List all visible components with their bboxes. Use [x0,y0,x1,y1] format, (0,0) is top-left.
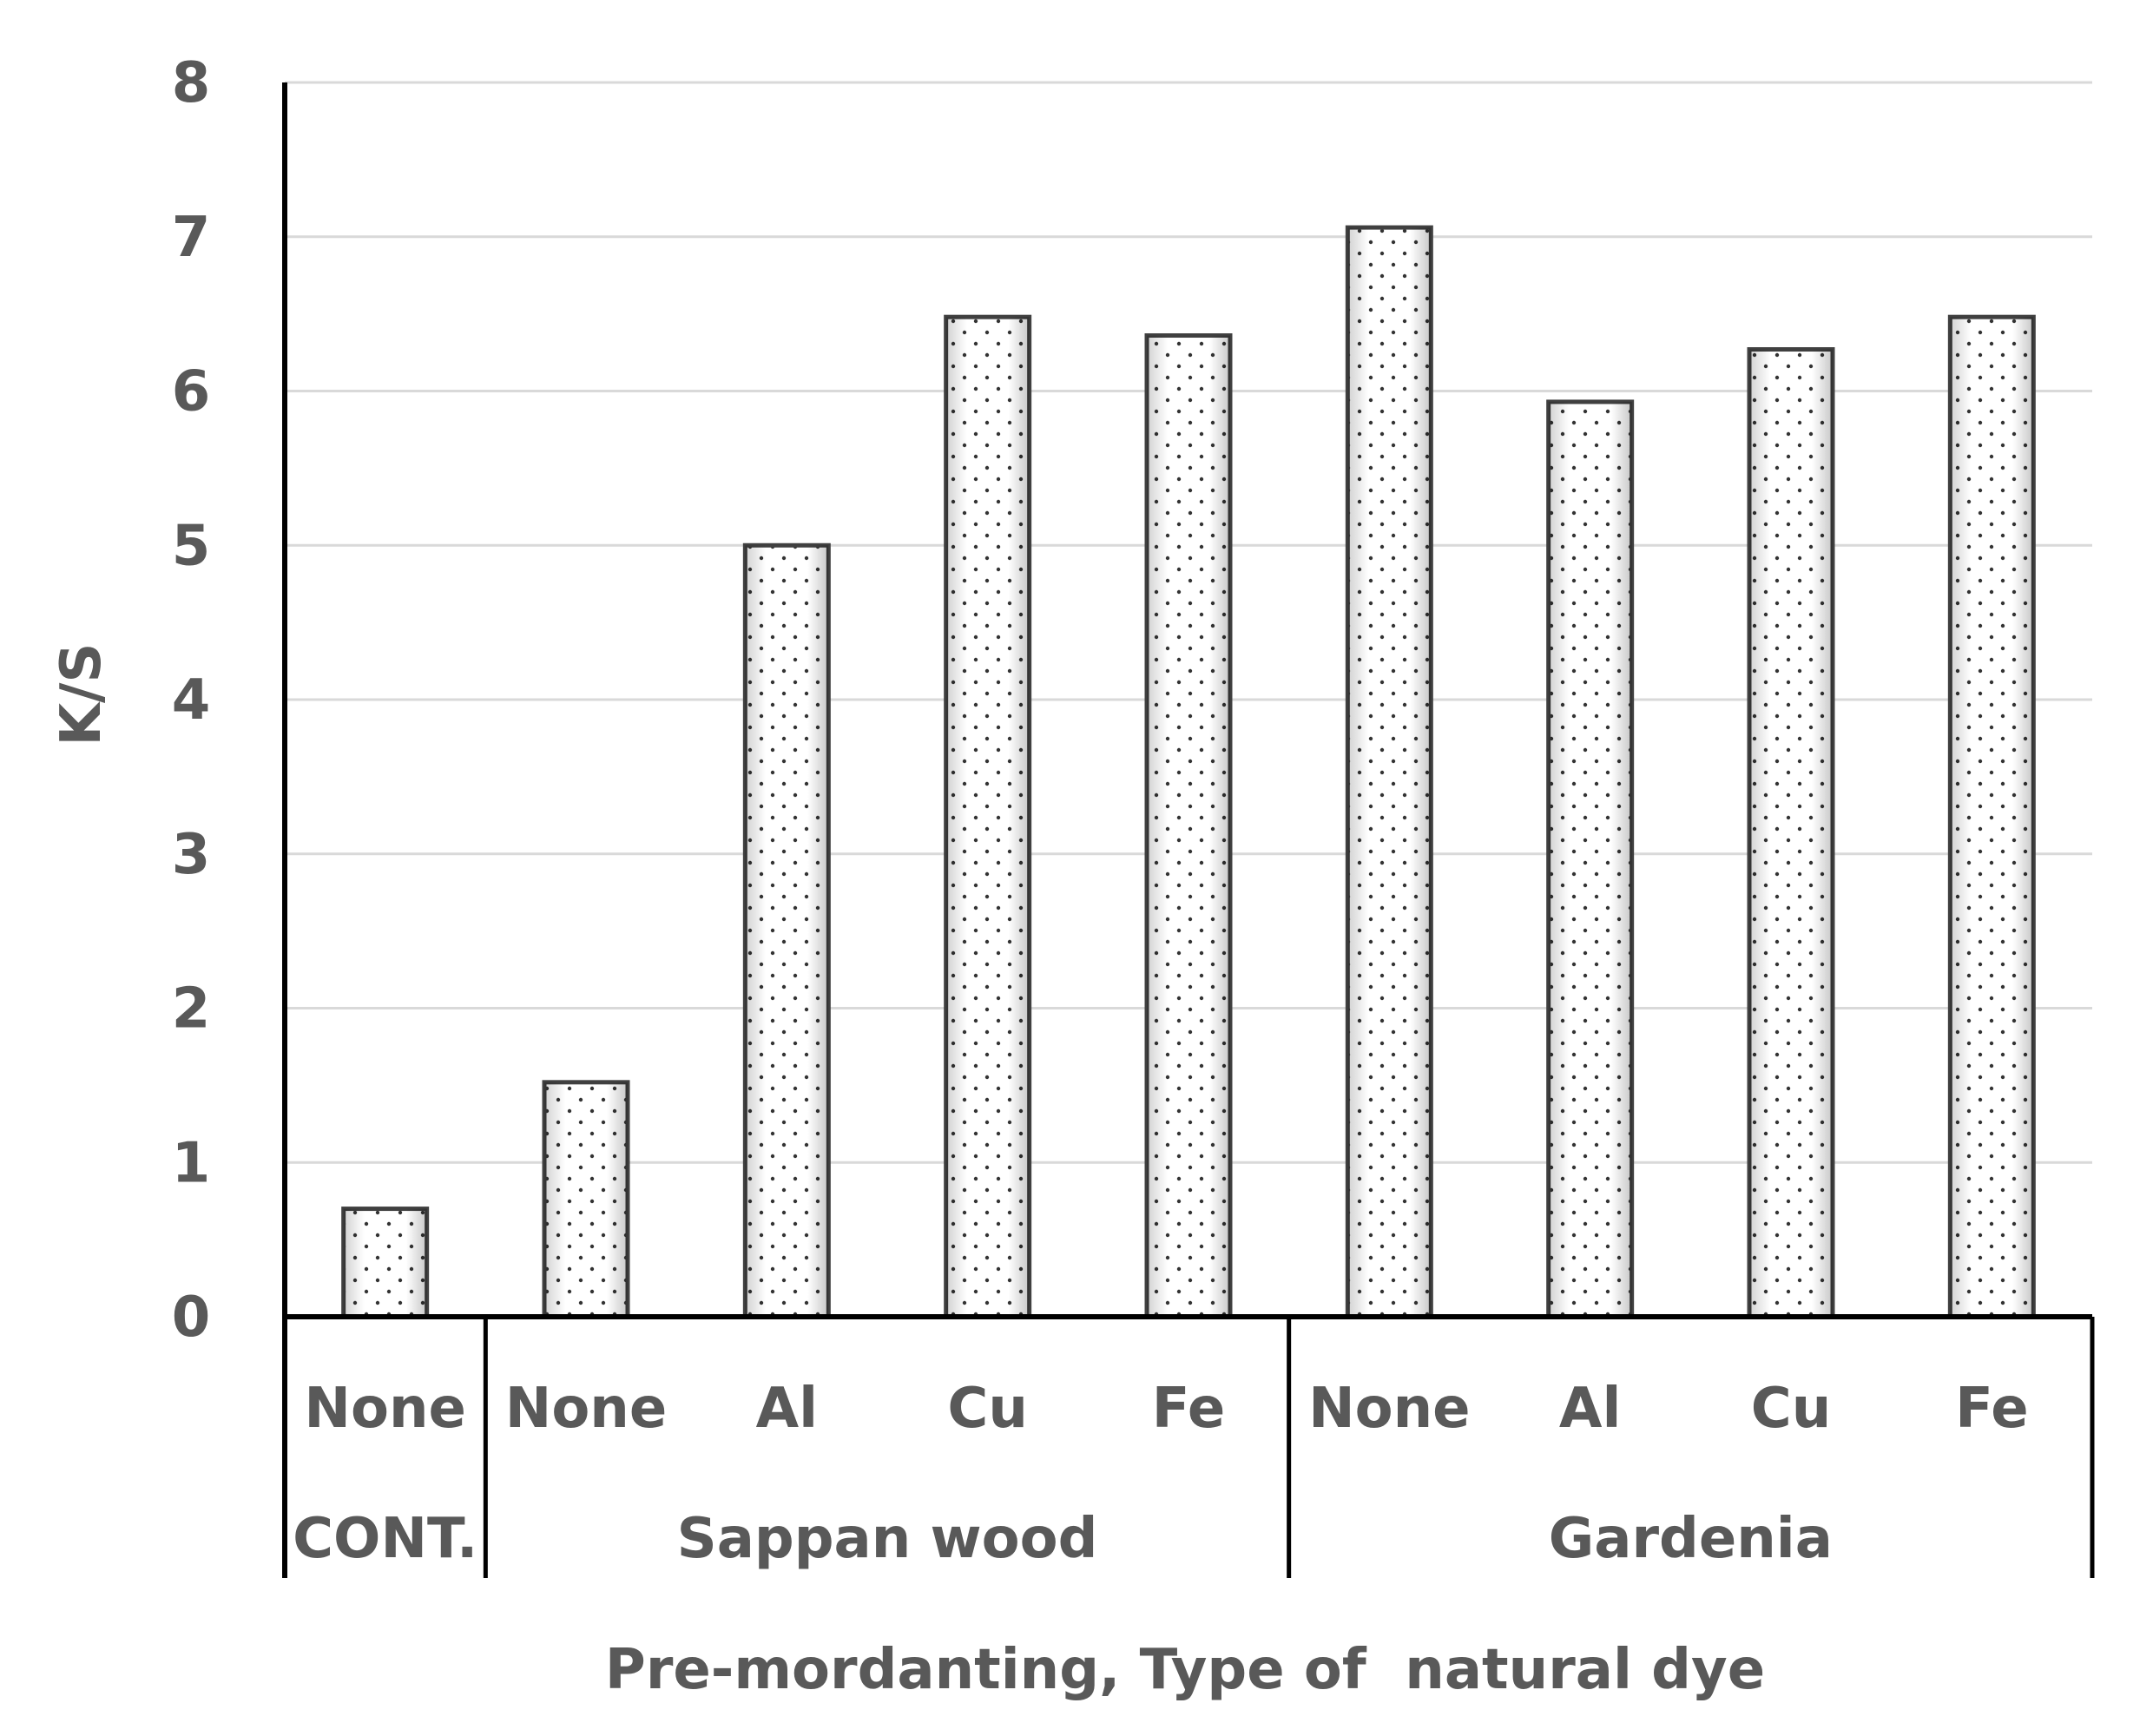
y-tick-label: 1 [172,1131,211,1195]
bar-shade [1749,349,1833,1317]
group-label: CONT. [293,1507,477,1571]
category-label: None [1308,1377,1471,1441]
bars [341,225,2036,1319]
category-label: Al [756,1377,818,1441]
category-labels: None None Al Cu Fe None Al Cu Fe [304,1377,2028,1441]
category-label: Fe [1152,1377,1226,1441]
category-label: None [304,1377,466,1441]
axes [282,82,2095,1578]
y-tick-label: 8 [172,51,211,115]
category-label: Al [1559,1377,1621,1441]
y-tick-label: 7 [172,206,211,270]
y-tick-label: 3 [172,823,211,887]
bar-shade [343,1208,427,1317]
bar-shade [945,317,1030,1318]
bar-shade [1347,227,1432,1318]
x-axis-title: Pre-mordanting, Type of natural dye [605,1638,1765,1702]
category-label: None [505,1377,668,1441]
category-label: Cu [1751,1377,1832,1441]
y-axis-title: K/S [49,642,114,746]
group-labels: CONT. Sappan wood Gardenia [293,1507,1833,1571]
y-tick-label: 5 [172,514,211,578]
y-tick-label: 4 [172,668,211,733]
y-tick-label: 6 [172,360,211,424]
category-label: Fe [1955,1377,2029,1441]
bar-shade [1548,401,1632,1317]
bar-shade [745,545,829,1317]
bar-shade [1147,335,1230,1317]
y-tick-labels: 0 1 2 3 4 5 6 7 8 [172,51,211,1350]
y-tick-label: 0 [172,1286,211,1350]
category-label: Cu [947,1377,1028,1441]
group-label: Sappan wood [677,1507,1098,1571]
group-label: Gardenia [1549,1507,1833,1571]
y-tick-label: 2 [172,977,211,1042]
bar-shade [1950,317,2034,1318]
bar-shade [544,1082,628,1317]
